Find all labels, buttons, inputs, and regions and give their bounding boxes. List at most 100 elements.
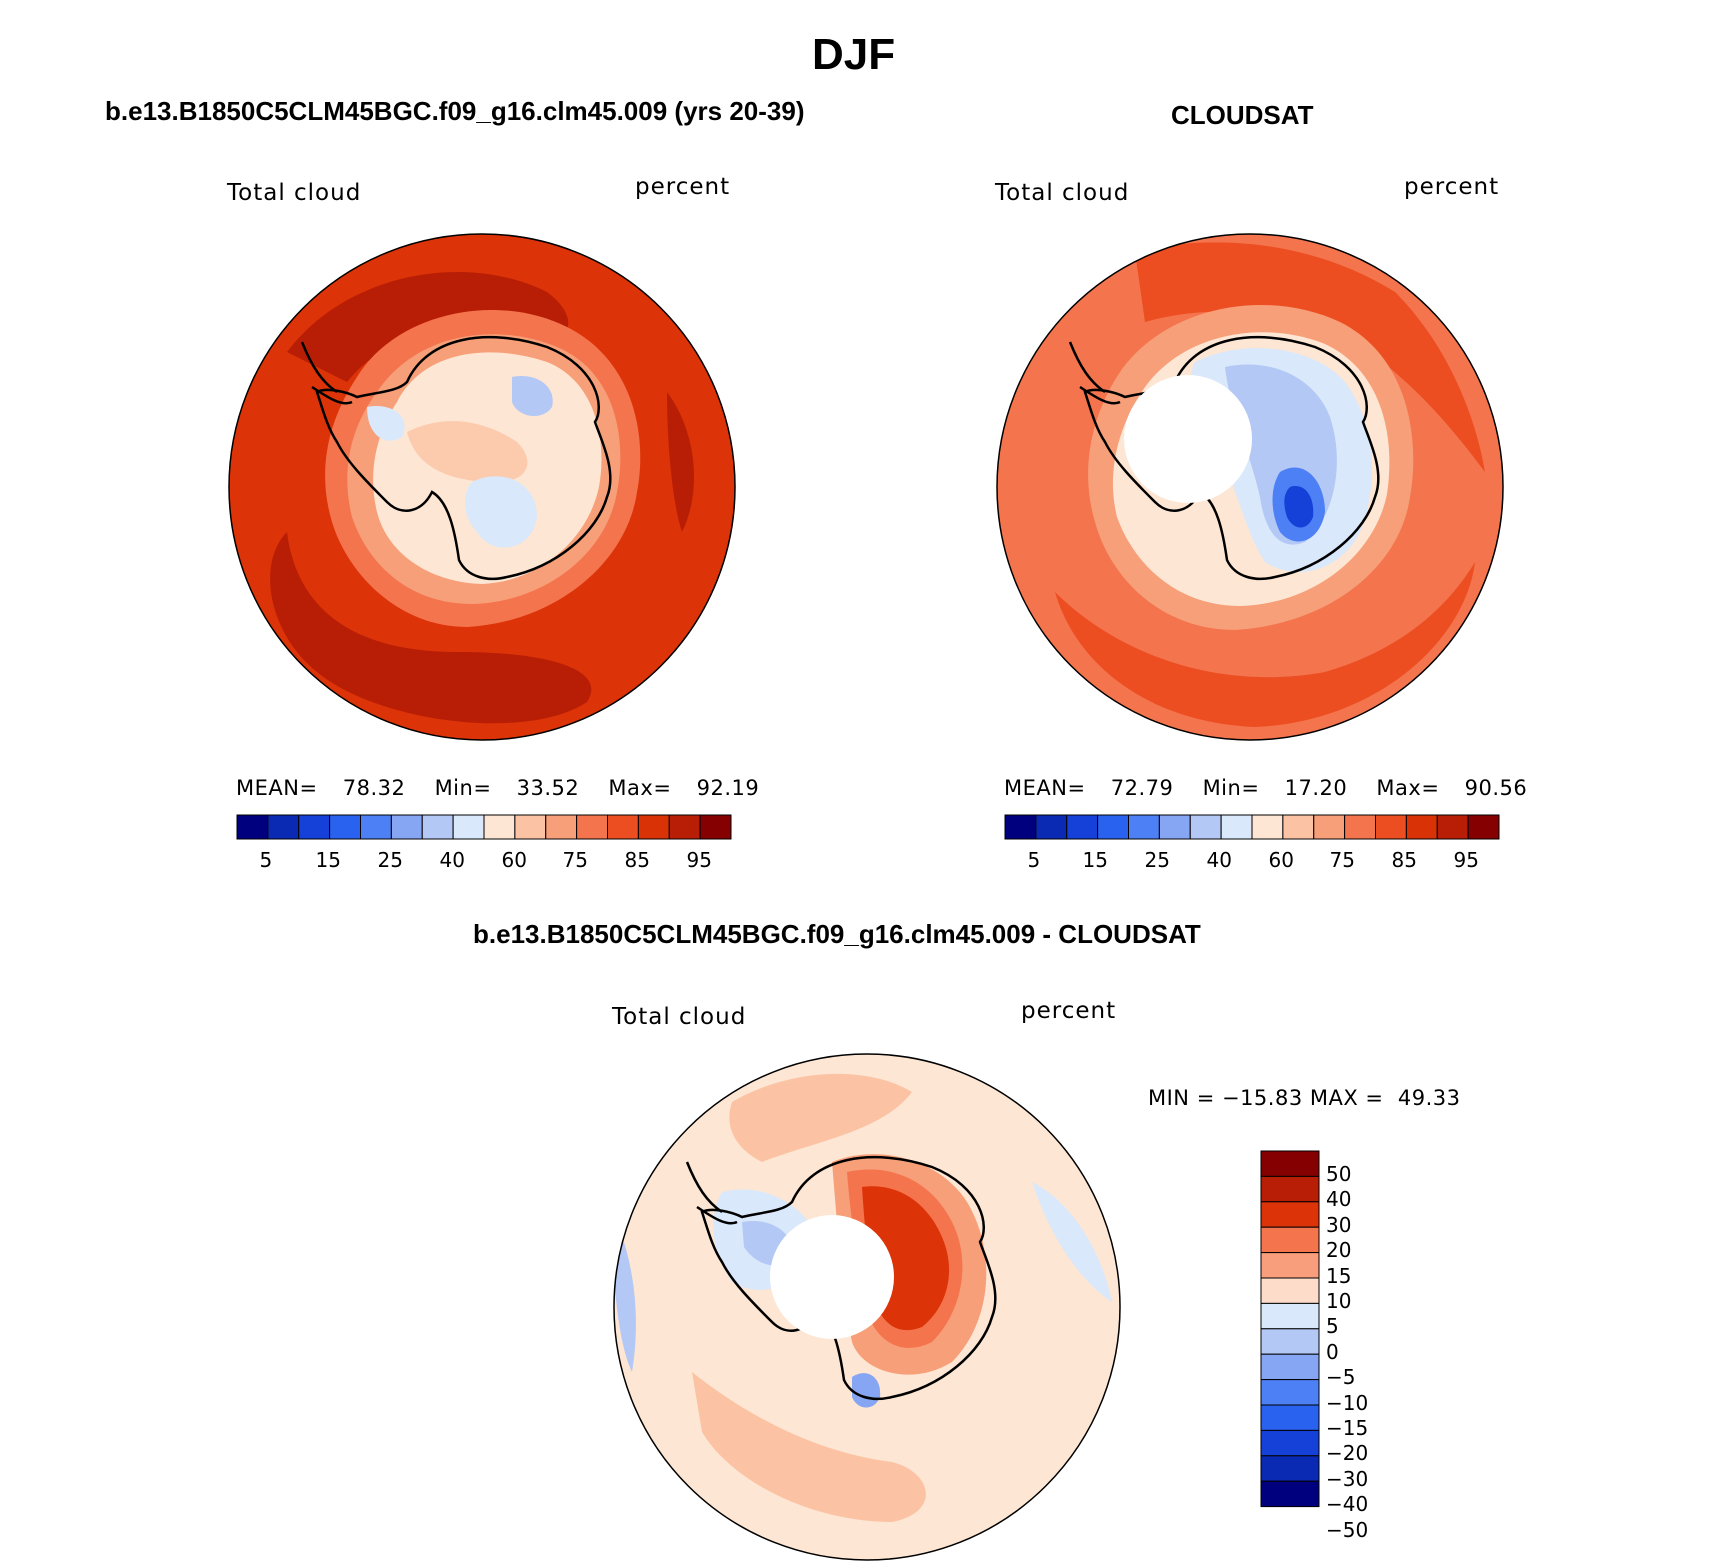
colorbar-tick-label: 75	[562, 848, 588, 872]
p2-pole-hole	[1124, 375, 1252, 503]
colorbar-swatch	[1405, 814, 1438, 840]
colorbar-swatch	[267, 814, 300, 840]
diff-colorbar-swatch	[1260, 1480, 1320, 1508]
p1-dark-band-south	[270, 532, 592, 724]
diff-colorbar-swatch	[1260, 1328, 1320, 1355]
colorbar-swatch	[576, 814, 608, 840]
p3-peninsula	[685, 1161, 738, 1225]
panel3-left-label: Total cloud	[612, 1004, 747, 1030]
diff-colorbar-tick-label: 40	[1326, 1187, 1352, 1212]
panel3-map	[613, 1053, 1121, 1561]
panel2-right-label: percent	[1404, 174, 1500, 200]
colorbar-swatch	[1066, 814, 1099, 840]
colorbar-swatch	[1375, 814, 1407, 840]
panel2-min-label: Min=	[1202, 776, 1260, 800]
diff-colorbar-tick-label: 20	[1326, 1238, 1352, 1263]
panel3-right-label: percent	[1021, 998, 1117, 1024]
colorbar-swatch	[1158, 814, 1191, 840]
panel1-map	[228, 233, 736, 741]
colorbar-swatch	[452, 814, 485, 840]
panel2-title: CLOUDSAT	[1171, 100, 1314, 130]
diff-colorbar-tick-label: 0	[1326, 1339, 1339, 1364]
diff-colorbar-swatch	[1260, 1277, 1320, 1304]
diff-colorbar-tick-label: −15	[1326, 1416, 1369, 1440]
colorbar-tick-label: 25	[1144, 848, 1170, 872]
diff-colorbar-tick-label: −30	[1326, 1466, 1369, 1491]
diff-colorbar-tick-label: 5	[1326, 1314, 1339, 1339]
diff-colorbar-swatch	[1260, 1150, 1320, 1177]
panel1-mean-label: MEAN=	[236, 776, 318, 800]
colorbar-swatch	[1313, 814, 1346, 840]
diff-colorbar-swatch	[1260, 1379, 1320, 1406]
diff-colorbar-swatches	[1260, 1150, 1320, 1508]
p1-peninsula	[300, 341, 353, 405]
colorbar-tick-label: 40	[439, 848, 465, 872]
p2-peninsula	[1068, 341, 1121, 405]
colorbar-swatch	[1035, 814, 1068, 840]
colorbar-tick-label: 95	[686, 848, 712, 872]
colorbar-swatch	[1344, 814, 1376, 840]
panel2-mean-label: MEAN=	[1004, 776, 1086, 800]
panel1-max-label: Max=	[608, 776, 672, 800]
colorbar-swatch	[668, 814, 701, 840]
diff-colorbar-tick-label: −5	[1326, 1365, 1356, 1390]
p1-interior-blue-a	[512, 376, 553, 417]
colorbar-tick-label: 95	[1453, 848, 1479, 872]
colorbar-swatch	[390, 814, 423, 840]
p2-coastline	[1083, 336, 1380, 581]
p1-interior-blue-b	[465, 476, 537, 548]
colorbar-swatch	[545, 814, 578, 840]
colorbar-swatches	[1004, 814, 1500, 840]
panel2-map	[996, 233, 1504, 741]
colorbar-swatch	[637, 814, 670, 840]
colorbar-swatch	[236, 814, 269, 840]
panel3-minmax: MIN = −15.83 MAX = 49.33	[1148, 1086, 1461, 1110]
colorbar-tick-label: 60	[501, 848, 527, 872]
panel1-min-label: Min=	[434, 776, 492, 800]
p1-interior-light	[407, 421, 528, 482]
colorbar-tick-label: 40	[1206, 848, 1232, 872]
p2-blue-darkest	[1284, 486, 1314, 528]
diff-colorbar-swatch	[1260, 1302, 1320, 1330]
panel1-max-value: 92.19	[696, 776, 760, 800]
panel1-stats: MEAN= 78.32 Min= 33.52 Max= 92.19	[236, 776, 759, 800]
colorbar-swatch	[421, 814, 454, 840]
p3-coastline	[700, 1156, 997, 1401]
panel2-left-label: Total cloud	[995, 180, 1130, 206]
colorbar-swatch	[298, 814, 331, 840]
panel1-min-value: 33.52	[516, 776, 580, 800]
panel1-left-label: Total cloud	[227, 180, 362, 206]
diff-colorbar-tick-label: 15	[1326, 1263, 1352, 1288]
diff-colorbar-swatch	[1260, 1201, 1320, 1228]
colorbar-tick-label: 15	[315, 848, 341, 872]
panel1-title: b.e13.B1850C5CLM45BGC.f09_g16.clm45.009 …	[105, 96, 805, 126]
colorbar-tick-label: 85	[1391, 848, 1417, 872]
diff-colorbar-tick-label: 10	[1326, 1289, 1352, 1313]
colorbar-swatch	[360, 814, 392, 840]
p1-interior-blue-c	[367, 406, 405, 441]
diff-colorbar-swatch	[1260, 1429, 1320, 1457]
p3-salmon-patches	[692, 1372, 926, 1522]
panel2-max-label: Max=	[1376, 776, 1440, 800]
colorbar-swatch	[1467, 814, 1500, 840]
colorbar-swatch	[1220, 814, 1253, 840]
p3-pole-hole	[770, 1215, 894, 1339]
p1-coastline	[315, 336, 612, 581]
colorbar-tick-label: 75	[1329, 848, 1355, 872]
diff-colorbar-tick-label: 50	[1326, 1162, 1352, 1186]
diff-colorbar-tick-label: −50	[1326, 1517, 1369, 1542]
colorbar-swatch	[514, 814, 547, 840]
colorbar-swatch	[1128, 814, 1160, 840]
panel2-stats: MEAN= 72.79 Min= 17.20 Max= 90.56	[1004, 776, 1527, 800]
colorbar-swatch	[329, 814, 361, 840]
colorbar-swatch	[1251, 814, 1284, 840]
colorbar-tick-label: 25	[377, 848, 403, 872]
colorbar-swatch	[699, 814, 732, 840]
p3-salmon-north	[729, 1073, 912, 1162]
colorbar-swatch	[1436, 814, 1469, 840]
panel2-min-value: 17.20	[1284, 776, 1348, 800]
p3-blue-east	[1032, 1182, 1112, 1302]
colorbar-tick-label: 85	[624, 848, 650, 872]
panel1-mean-value: 78.32	[342, 776, 406, 800]
diff-colorbar-tick-label: −20	[1326, 1441, 1369, 1466]
